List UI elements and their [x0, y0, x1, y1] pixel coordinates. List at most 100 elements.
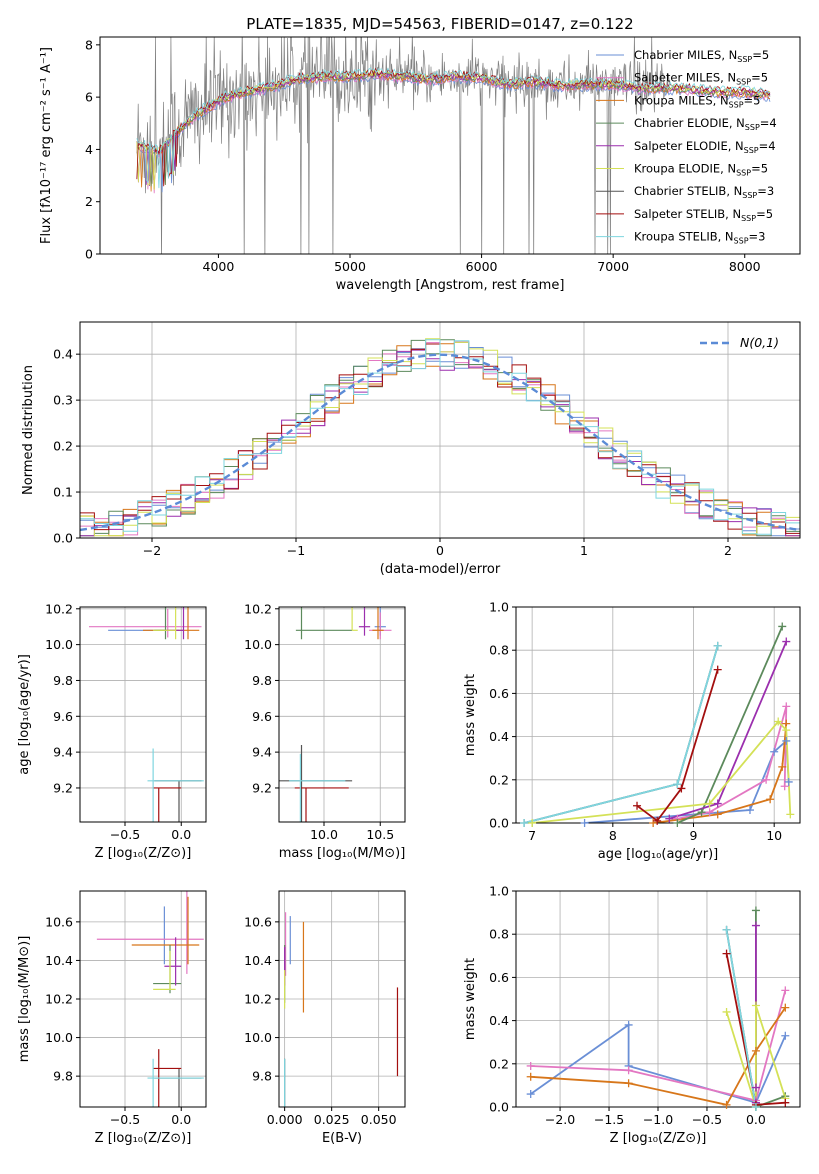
y-axis-label: mass [log₁₀(M/M⊙)] [17, 936, 32, 1063]
y-tick-label: 10.4 [45, 953, 73, 968]
mass-weight-marker [751, 1083, 760, 1092]
y-tick-label: 10.2 [244, 601, 272, 616]
x-tick-label: −1.5 [594, 1112, 624, 1127]
y-tick-label: 9.6 [53, 709, 73, 724]
mass-weight-marker [528, 819, 537, 827]
x-tick-label: −0.5 [110, 827, 140, 842]
y-tick-label: 0.4 [489, 1013, 509, 1028]
mass-weight-marker [774, 717, 783, 726]
y-tick-label: 0.0 [53, 531, 73, 546]
model-spectrum-line [136, 72, 771, 192]
axes-frame [79, 606, 207, 823]
chart-age_vs_Z: −0.5 0.0 9.2 9.4 9.6 9.8 10.0 10.2 Z [log₁₀(Z/Z⊙… [17, 601, 207, 861]
x-tick-label: 7000 [597, 259, 629, 274]
chart-weight_vs_age: 7 8 9 10 0.0 0.2 0.4 0.6 0.8 1.0 age [log₁₀(age/yr… [463, 600, 801, 862]
chart-mass_vs_ebv: 0.000 0.025 0.050 9.8 10.0 10.2 10.4 10.6 E(B-V) [244, 890, 406, 1146]
axes-frame [99, 36, 801, 255]
y-tick-label: 10.2 [45, 992, 73, 1007]
mass-weight-marker [766, 795, 775, 804]
y-tick-label: 8 [85, 37, 93, 52]
mass-weight-marker [780, 782, 789, 791]
residual-legend: N(0,1) [700, 335, 779, 350]
mass-weight-marker [526, 1072, 535, 1081]
y-tick-label: 10.6 [244, 914, 272, 929]
mass-weight-marker [770, 747, 779, 756]
y-tick-label: 10.2 [244, 992, 272, 1007]
x-tick-label: 0.0 [746, 1112, 766, 1127]
chart-residuals: −2 −1 0 1 2 0.0 0.1 0.2 0.3 0.4 (data-model)/error… [21, 321, 801, 577]
x-tick-label: 0.000 [267, 1112, 303, 1127]
mass-weight-marker [526, 1090, 535, 1099]
y-tick-label: 10.4 [244, 953, 272, 968]
mass-weight-marker [745, 806, 754, 815]
x-tick-label: 9 [690, 828, 698, 843]
mass-weight-marker [751, 1001, 760, 1010]
legend-entry: Salpeter ELODIE, NSSP=4 [634, 139, 776, 155]
mass-weight-marker [781, 986, 790, 995]
mass-weight-marker [781, 1031, 790, 1040]
plot-area-weight_vs_age [523, 626, 792, 823]
y-axis-label: age [log₁₀(age/yr)] [17, 654, 32, 775]
x-tick-label: 10 [766, 828, 782, 843]
x-tick-label: 6000 [466, 259, 498, 274]
x-tick-label: 5000 [334, 259, 366, 274]
spectrum-legend: Chabrier MILES, NSSP=5 Salpeter MILES, NS… [596, 48, 777, 246]
mass-weight-marker [751, 921, 760, 930]
x-axis-label: (data-model)/error [380, 562, 501, 577]
mass-weight-marker [649, 819, 658, 827]
x-tick-label: −2.0 [545, 1112, 575, 1127]
mass-weight-marker [722, 1007, 731, 1016]
x-tick-label: 0.050 [361, 1112, 397, 1127]
chart-age_vs_mass: 10.0 10.5 9.2 9.4 9.6 9.8 10.0 10.2 mass [log₁₀(… [244, 601, 406, 861]
legend-entry: N(0,1) [740, 335, 779, 350]
mass-weight-line [523, 645, 719, 823]
mass-weight-marker [713, 810, 722, 819]
mass-weight-marker [781, 1098, 790, 1107]
x-axis-label: wavelength [Angstrom, rest frame] [336, 278, 565, 293]
legend-entry: Chabrier ELODIE, NSSP=4 [634, 116, 777, 132]
x-axis-label: Z [log₁₀(Z/Z⊙)] [610, 1131, 707, 1146]
residual-histogram [80, 339, 800, 535]
chart-spectrum: 4000 5000 6000 7000 8000 0 2 4 6 8 wavelength [Ang… [39, 36, 801, 293]
y-tick-label: 1.0 [489, 600, 509, 615]
x-tick-label: 0.025 [314, 1112, 350, 1127]
page-title: PLATE=1835, MJD=54563, FIBERID=0147, z=0… [246, 15, 633, 33]
x-tick-label: −2 [143, 543, 161, 558]
y-tick-label: 10.6 [45, 914, 73, 929]
mass-weight-marker [778, 622, 787, 631]
mass-weight-marker [778, 762, 787, 771]
plot-area-age_vs_Z [89, 607, 204, 822]
x-tick-label: 10.0 [310, 827, 338, 842]
mass-weight-line [725, 1005, 787, 1107]
y-tick-label: 6 [85, 90, 93, 105]
legend-entry: Salpeter STELIB, NSSP=5 [634, 207, 773, 223]
mass-weight-marker [705, 808, 714, 817]
x-tick-label: 7 [528, 828, 536, 843]
mass-weight-marker [781, 1003, 790, 1012]
legend-entry: Chabrier MILES, NSSP=5 [634, 48, 769, 64]
x-tick-label: −0.5 [692, 1112, 722, 1127]
mass-weight-marker [580, 819, 589, 827]
mass-weight-marker [624, 1020, 633, 1029]
y-tick-label: 9.6 [252, 709, 272, 724]
y-tick-label: 0.2 [489, 772, 509, 787]
y-tick-label: 0.6 [489, 686, 509, 701]
mass-weight-marker [722, 1100, 731, 1109]
chart-mass_vs_Z: −0.5 0.0 9.8 10.0 10.2 10.4 10.6 Z [log₁₀(Z/Z⊙)… [17, 890, 207, 1146]
mass-weight-marker [713, 799, 722, 808]
mass-weight-marker [751, 906, 760, 915]
y-tick-label: 0.4 [489, 729, 509, 744]
x-axis-label: Z [log₁₀(Z/Z⊙)] [95, 846, 192, 861]
legend-entry: Salpeter MILES, NSSP=5 [634, 71, 768, 87]
y-axis-label: mass weight [463, 674, 478, 756]
mass-weight-marker [782, 736, 791, 745]
mass-weight-marker [782, 702, 791, 711]
x-tick-label: 10.5 [366, 827, 394, 842]
mass-weight-marker [705, 799, 714, 808]
y-tick-label: 0.3 [53, 393, 73, 408]
x-tick-label: −0.5 [110, 1112, 140, 1127]
x-tick-label: 0.0 [171, 1112, 191, 1127]
legend-entry: Kroupa STELIB, NSSP=3 [634, 230, 765, 246]
axes-frame [515, 606, 801, 824]
